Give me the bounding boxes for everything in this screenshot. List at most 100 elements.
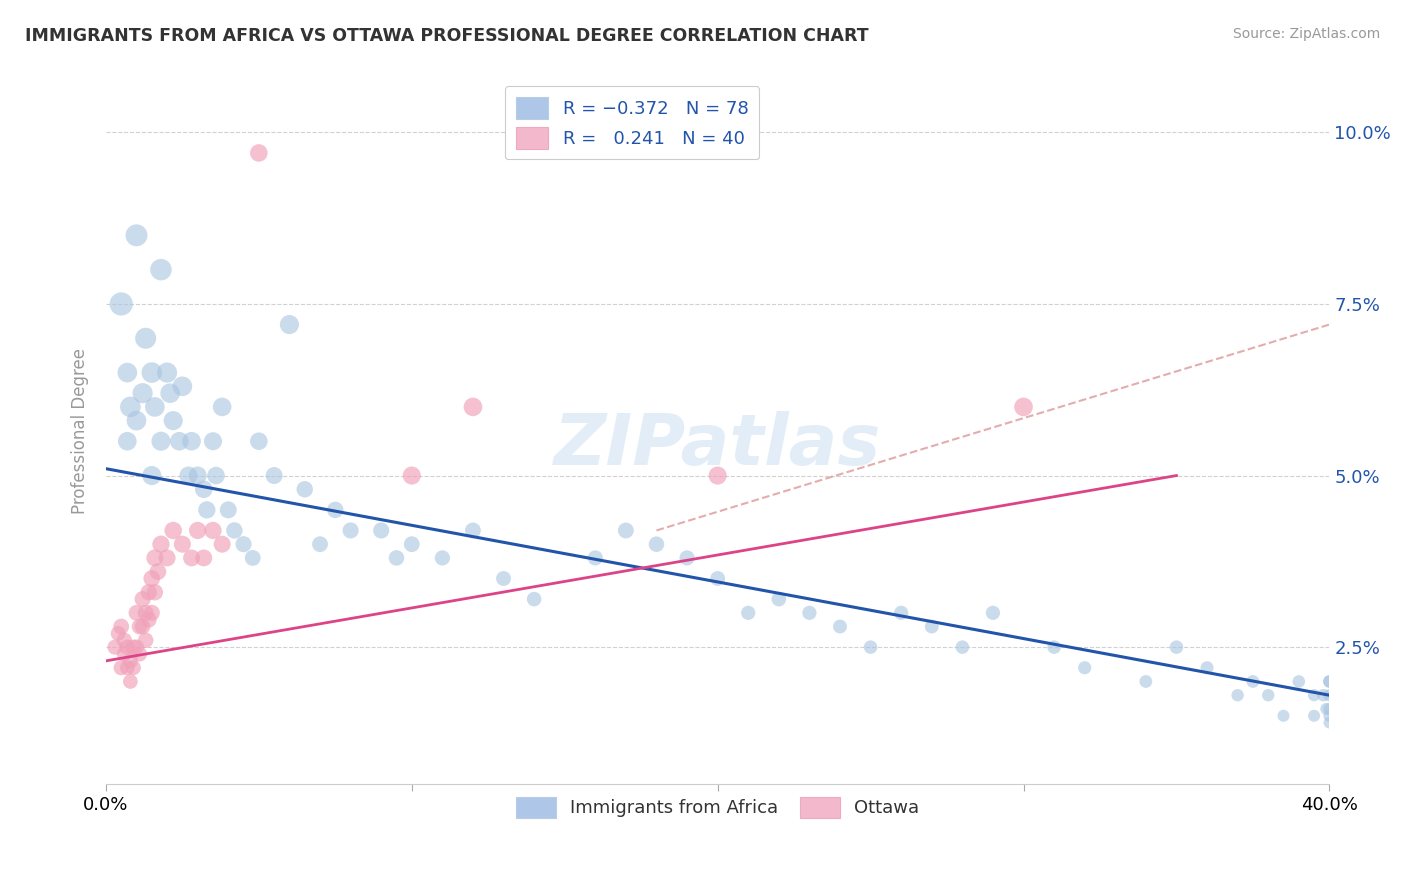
Point [1303,708,1326,723]
Point [232,537,254,551]
Point [149,537,172,551]
Point [112,647,135,661]
Point [247,145,270,160]
Point [1319,674,1341,689]
Point [128,647,150,661]
Point [156,550,179,565]
Point [950,640,973,655]
Text: IMMIGRANTS FROM AFRICA VS OTTAWA PROFESSIONAL DEGREE CORRELATION CHART: IMMIGRANTS FROM AFRICA VS OTTAWA PROFESS… [25,27,869,45]
Point [131,386,153,401]
Point [1012,400,1035,414]
Point [128,619,150,633]
Point [247,434,270,449]
Point [141,366,163,380]
Point [110,661,132,675]
Point [217,503,239,517]
Point [195,503,218,517]
Point [120,674,142,689]
Point [1226,688,1249,702]
Point [117,640,139,655]
Point [242,550,264,565]
Point [201,524,224,538]
Point [125,228,148,243]
Point [120,400,142,414]
Point [117,434,139,449]
Point [135,633,157,648]
Point [138,585,160,599]
Text: ZIPatlas: ZIPatlas [554,410,882,480]
Point [180,550,202,565]
Point [104,640,127,655]
Point [1319,708,1341,723]
Point [122,640,145,655]
Point [706,572,728,586]
Point [1195,661,1218,675]
Point [162,524,184,538]
Point [461,400,484,414]
Point [706,468,728,483]
Point [141,606,163,620]
Point [323,503,346,517]
Text: Source: ZipAtlas.com: Source: ZipAtlas.com [1233,27,1381,41]
Point [401,537,423,551]
Point [921,619,943,633]
Point [159,386,181,401]
Point [1288,674,1310,689]
Point [1043,640,1066,655]
Point [278,318,301,332]
Point [339,524,361,538]
Point [125,606,148,620]
Point [122,661,145,675]
Point [1319,674,1341,689]
Point [143,585,166,599]
Point [1166,640,1188,655]
Point [125,414,148,428]
Point [172,537,194,551]
Point [112,633,135,648]
Legend: Immigrants from Africa, Ottawa: Immigrants from Africa, Ottawa [509,789,927,825]
Point [1319,688,1341,702]
Point [828,619,851,633]
Point [156,366,179,380]
Point [583,550,606,565]
Point [177,468,200,483]
Point [645,537,668,551]
Point [138,613,160,627]
Point [125,640,148,655]
Point [890,606,912,620]
Point [110,297,132,311]
Point [1241,674,1264,689]
Point [187,524,209,538]
Y-axis label: Professional Degree: Professional Degree [72,348,89,514]
Point [1312,688,1334,702]
Point [131,619,153,633]
Point [1073,661,1095,675]
Point [224,524,246,538]
Point [1257,688,1279,702]
Point [141,572,163,586]
Point [141,468,163,483]
Point [294,483,316,497]
Point [432,550,454,565]
Point [187,468,209,483]
Point [1315,702,1337,716]
Point [205,468,228,483]
Point [676,550,699,565]
Point [143,400,166,414]
Point [523,592,546,607]
Point [131,592,153,607]
Point [768,592,790,607]
Point [385,550,408,565]
Point [110,619,132,633]
Point [309,537,332,551]
Point [169,434,191,449]
Point [180,434,202,449]
Point [1319,702,1341,716]
Point [135,331,157,345]
Point [149,262,172,277]
Point [737,606,759,620]
Point [1272,708,1295,723]
Point [107,626,129,640]
Point [859,640,882,655]
Point [149,434,172,449]
